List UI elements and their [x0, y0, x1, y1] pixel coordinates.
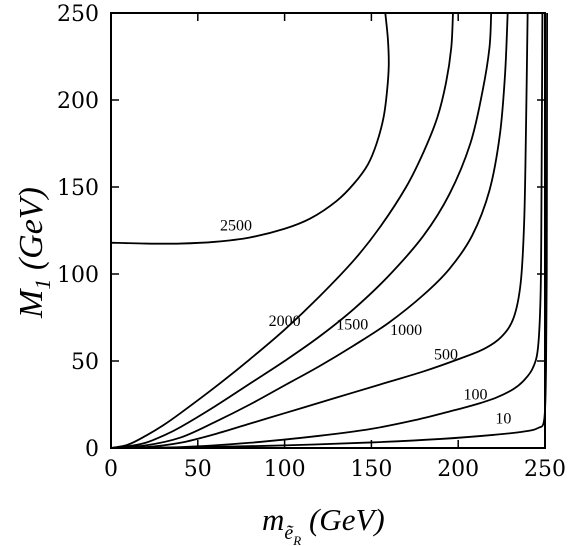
y-axis-title-main: M: [13, 288, 50, 319]
x-tick-label-3: 150: [350, 457, 392, 482]
y-axis-title-sub: 1: [30, 279, 55, 290]
contour-line-2500: [110, 12, 390, 245]
y-axis-title-units: (GeV): [13, 187, 50, 279]
x-axis-title-sub: ẽ: [284, 522, 294, 544]
y-axis-title: M1 (GeV): [13, 187, 55, 319]
x-tick-label-4: 200: [437, 457, 479, 482]
contour-label-500: 500: [434, 346, 458, 363]
contour-line-100: [110, 12, 544, 449]
x-axis-title: mẽR (GeV): [262, 502, 385, 546]
contour-line-10: [110, 12, 548, 449]
axis-ticks: [110, 12, 546, 449]
x-axis-title-units: (GeV): [301, 502, 384, 537]
contour-label-10: 10: [495, 411, 511, 428]
contour-label-1500: 1500: [336, 317, 368, 334]
contour-label-2500: 2500: [220, 218, 252, 235]
contour-labels: 2500 2000 1500 1000 500 100 10: [220, 218, 511, 428]
y-tick-label-2: 100: [57, 263, 99, 288]
contour-line-1500: [110, 12, 493, 449]
contour-label-2000: 2000: [269, 313, 301, 330]
y-tick-label-1: 50: [71, 350, 99, 375]
contour-curves: [110, 12, 548, 449]
contour-label-100: 100: [464, 386, 488, 403]
x-tick-label-5: 250: [524, 457, 566, 482]
y-tick-label-0: 0: [85, 437, 99, 462]
x-axis-title-main: m: [262, 502, 284, 537]
y-tick-label-5: 250: [57, 2, 99, 27]
contour-line-500: [110, 12, 529, 449]
contour-line-2000: [110, 12, 454, 449]
plot-frame: [110, 12, 546, 449]
x-tick-label-1: 50: [184, 457, 212, 482]
y-tick-label-3: 150: [57, 176, 99, 201]
contour-line-1000: [110, 12, 509, 449]
x-axis-title-subsub: R: [292, 533, 301, 546]
y-tick-label-4: 200: [57, 89, 99, 114]
x-tick-label-2: 100: [264, 457, 306, 482]
contour-label-1000: 1000: [390, 322, 422, 339]
x-tick-label-0: 0: [104, 457, 118, 482]
